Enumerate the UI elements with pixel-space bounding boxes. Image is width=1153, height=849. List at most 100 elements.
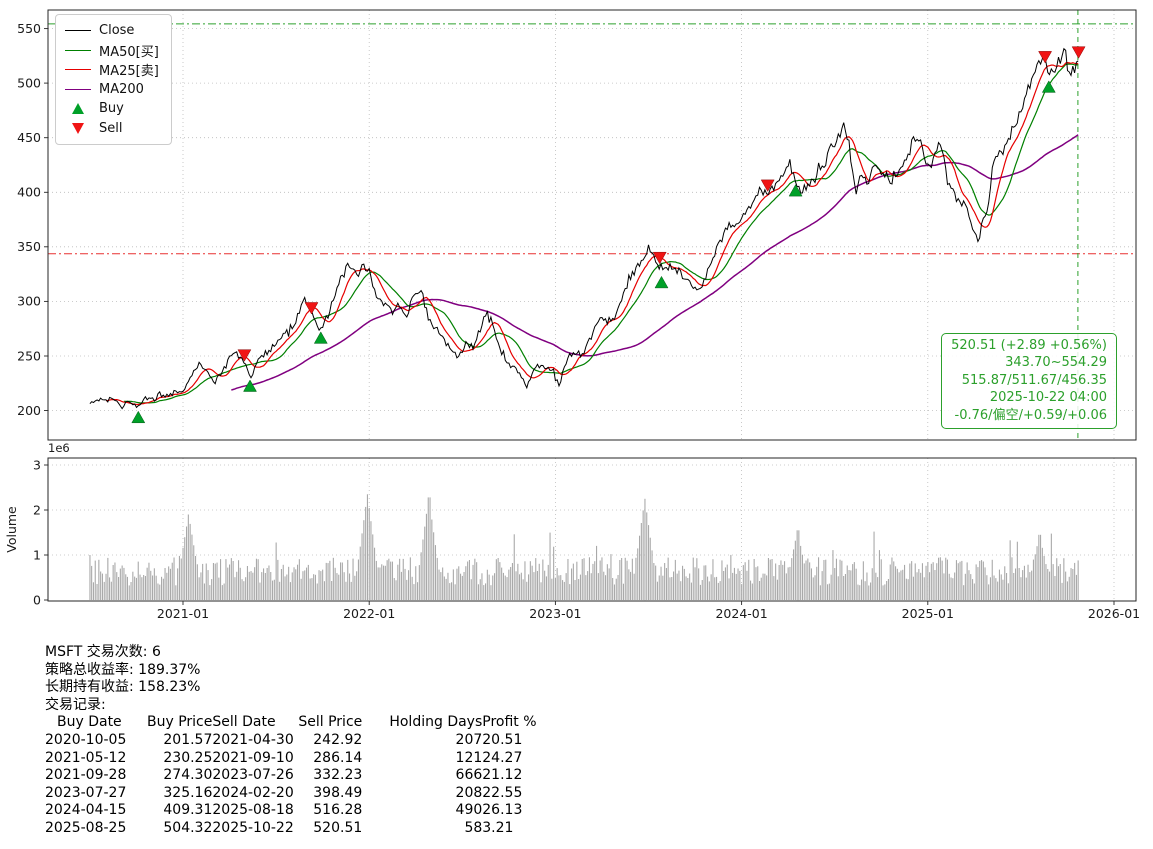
svg-text:450: 450 [17, 130, 41, 145]
ma50-line [123, 63, 1079, 404]
trade-row: 2020-10-05 201.57 2021-04-30 242.92 207 20.51 [45, 732, 576, 750]
trade-cell: 20.51 [482, 731, 523, 748]
col-sell-price: Sell Price [298, 714, 363, 731]
trade-cell: 2025-08-18 [212, 802, 294, 819]
annotation-timestamp: 2025-10-22 04:00 [989, 390, 1107, 406]
trade-cell: 2023-07-27 [45, 784, 127, 801]
col-buy-price: Buy Price [147, 714, 213, 731]
volume-bars [89, 494, 1079, 601]
trade-cell: 24.27 [482, 749, 523, 766]
trade-cell: 325.16 [163, 784, 213, 801]
trade-cell: 490 [455, 802, 483, 819]
trade-cell: 2021-05-12 [45, 749, 127, 766]
price-axes-box [47, 9, 1137, 441]
svg-text:2026-01: 2026-01 [1088, 606, 1140, 621]
price-annotation: 520.51 (+2.89 +0.56%) 343.70~554.29 515.… [941, 333, 1117, 430]
trade-cell: 242.92 [313, 731, 363, 748]
trade-cell: 2025-10-22 [212, 819, 294, 836]
trades-table: Buy Date Buy Price Sell Date Sell Price … [45, 714, 576, 837]
trade-cell: 26.13 [482, 802, 523, 819]
svg-text:500: 500 [17, 75, 41, 90]
buy-marker-2021-09-28 [313, 331, 328, 344]
sell-marker-2025-10-22 [1071, 46, 1086, 59]
col-holding-days: Holding Days [389, 714, 483, 731]
volume-axes-box [47, 457, 1137, 602]
buy-marker-2025-08-25 [1041, 80, 1056, 93]
line-swatch-icon [65, 69, 91, 71]
trade-cell: 201.57 [163, 731, 213, 748]
svg-text:200: 200 [17, 403, 41, 418]
legend-item-buy: Buy [65, 99, 159, 119]
svg-text:0: 0 [33, 592, 41, 607]
trade-markers [131, 46, 1086, 424]
trade-cell: 2020-10-05 [45, 731, 127, 748]
svg-text:350: 350 [17, 239, 41, 254]
legend-label: MA200 [99, 81, 144, 97]
legend-item-ma200: MA200 [65, 80, 159, 100]
close-line [89, 47, 1079, 410]
svg-text:550: 550 [17, 21, 41, 36]
volume-multiplier-label: 1e6 [48, 441, 70, 455]
triangle-down-icon [65, 122, 91, 134]
trade-cell: 398.49 [313, 784, 363, 801]
trade-log-label: 交易记录: [45, 696, 106, 713]
buy-marker-2020-10-05 [131, 410, 146, 424]
svg-text:2025-01: 2025-01 [902, 606, 954, 621]
trade-cell: 21.12 [482, 767, 523, 784]
volume-axis-label: Volume [4, 506, 19, 553]
annotation-range: 343.70~554.29 [1005, 355, 1107, 371]
svg-text:2021-01: 2021-01 [157, 606, 209, 621]
legend-item-ma25: MA25[卖] [65, 60, 159, 80]
trade-cell: 2021-09-10 [212, 749, 294, 766]
legend-label: MA25[卖] [99, 64, 159, 80]
triangle-up-icon [65, 103, 91, 115]
trade-cell: 286.14 [313, 749, 363, 766]
sell-marker-2024-02-20 [760, 179, 775, 192]
line-swatch-icon [65, 49, 91, 51]
sell-marker-2023-07-26 [652, 251, 667, 265]
trade-cell: 409.31 [163, 802, 213, 819]
trade-cell: 207 [455, 731, 483, 748]
svg-text:3: 3 [33, 457, 41, 472]
strategy-summary: MSFT 交易次数: 6 策略总收益率: 189.37% 长期持有收益: 158… [45, 644, 576, 838]
trade-row: 2021-09-28 274.30 2023-07-26 332.23 666 21.12 [45, 767, 576, 785]
svg-text:250: 250 [17, 348, 41, 363]
sell-marker-2021-09-10 [304, 302, 319, 315]
tick-marks [44, 28, 1115, 605]
trade-cell: 121 [455, 749, 483, 766]
sell-marker-2021-04-30 [237, 349, 252, 362]
trade-cell: 58 [464, 819, 483, 836]
annotation-ma-values: 515.87/511.67/456.35 [961, 372, 1107, 388]
col-profit-pct: Profit % [482, 714, 537, 731]
trade-cell: 208 [455, 784, 483, 801]
svg-text:1: 1 [33, 547, 41, 562]
trade-cell: 2021-09-28 [45, 767, 127, 784]
trade-count-line: MSFT 交易次数: 6 [45, 644, 161, 660]
trade-cell: 2023-07-26 [212, 767, 294, 784]
legend-label: Sell [99, 120, 123, 136]
svg-text:400: 400 [17, 185, 41, 200]
legend-label: Buy [99, 101, 124, 117]
sell-marker-2025-08-18 [1038, 51, 1053, 64]
gridlines [48, 10, 1136, 601]
trade-cell: 230.25 [163, 749, 213, 766]
buy-marker-2021-05-12 [243, 379, 257, 392]
svg-text:2024-01: 2024-01 [715, 606, 767, 621]
svg-text:300: 300 [17, 294, 41, 309]
legend-item-ma50: MA50[买] [65, 41, 159, 61]
legend-label: Close [99, 23, 135, 39]
trade-cell: 2025-08-25 [45, 819, 127, 836]
trade-row: 2024-04-15 409.31 2025-08-18 516.28 490 26.13 [45, 802, 576, 820]
trade-cell: 516.28 [313, 802, 363, 819]
trade-cell: 504.32 [163, 819, 213, 836]
trade-cell: 3.21 [482, 819, 514, 836]
trade-cell: 22.55 [482, 784, 523, 801]
col-sell-date: Sell Date [212, 714, 276, 731]
trade-row: 2021-05-12 230.25 2021-09-10 286.14 121 24.27 [45, 750, 576, 768]
annotation-last-price: 520.51 (+2.89 +0.56%) [951, 338, 1107, 353]
trade-cell: 274.30 [163, 767, 213, 784]
buy-marker-2024-04-15 [788, 184, 803, 197]
strategy-return-line: 策略总收益率: 189.37% [45, 661, 201, 678]
annotation-signal: -0.76/偏空/+0.59/+0.06 [954, 407, 1107, 423]
hold-return-line: 长期持有收益: 158.23% [45, 679, 201, 696]
